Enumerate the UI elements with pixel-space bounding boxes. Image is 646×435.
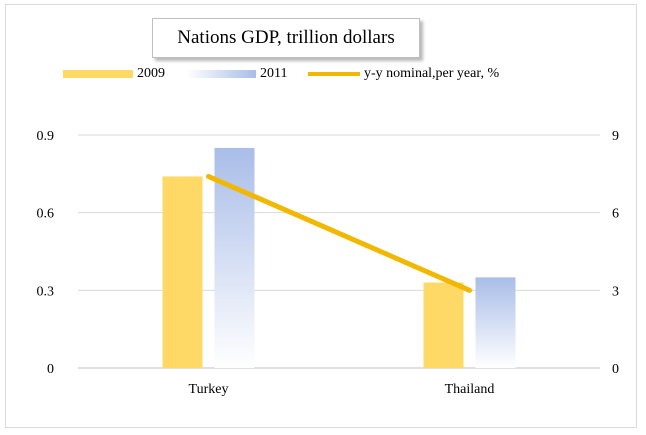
legend-label-2011: 2011 [260, 66, 288, 81]
legend-label-growth: y-y nominal,per year, % [364, 66, 500, 81]
chart-title: Nations GDP, trillion dollars [152, 18, 420, 58]
y-right-tick-label: 9 [612, 129, 619, 144]
bars [162, 147, 516, 368]
legend-swatch-2009 [63, 70, 133, 78]
y-left-tick-label: 0.6 [37, 207, 55, 222]
gridlines [78, 134, 600, 369]
bar-2009-Thailand [423, 282, 464, 368]
legend-item-2011: 2011 [186, 64, 287, 84]
legend-line-growth [308, 72, 360, 76]
bar-2011-Thailand [475, 277, 516, 368]
y-right-tick-label: 6 [612, 207, 619, 222]
legend-label-2009: 2009 [137, 66, 165, 81]
legend-item-growth: y-y nominal,per year, % [308, 64, 499, 84]
y-left-tick-label: 0 [47, 362, 54, 377]
y-right-tick-label: 3 [612, 284, 619, 299]
x-tick-label: Turkey [189, 382, 229, 397]
line-series-growth [206, 173, 472, 293]
y-left-tick-label: 0.3 [37, 284, 55, 299]
y-left-tick-label: 0.9 [37, 129, 55, 144]
bar-2009-Turkey [162, 176, 203, 368]
x-tick-label: Thailand [445, 382, 495, 397]
legend-swatch-2011 [186, 70, 256, 78]
y-right-tick-label: 0 [612, 362, 619, 377]
axes: 0 0.3 0.6 0.9 0 3 6 9 Turkey Thailand [37, 129, 620, 397]
growth-line [206, 173, 472, 293]
legend-item-2009: 2009 [63, 64, 165, 84]
